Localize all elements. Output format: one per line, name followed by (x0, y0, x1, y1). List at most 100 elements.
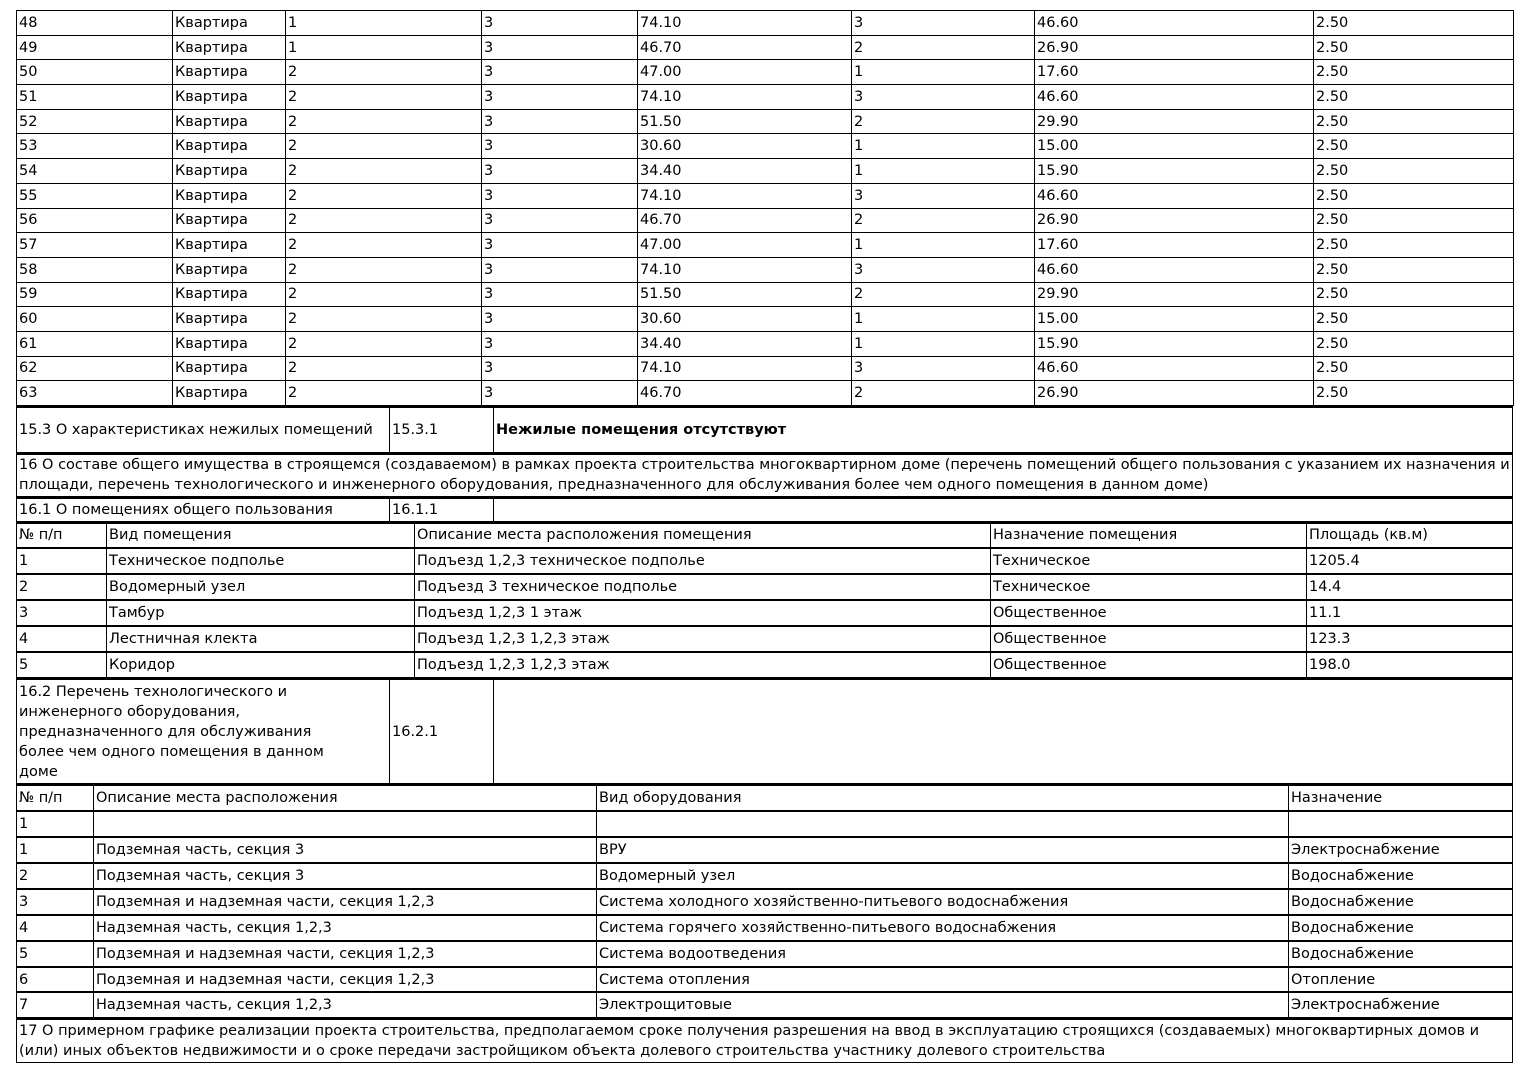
cell: 3 (481, 281, 638, 308)
cell: 1 (851, 330, 1035, 357)
cell: 1 (851, 232, 1035, 258)
cell: 46.70 (637, 34, 852, 61)
cell: 5 (16, 650, 107, 678)
cell: 3 (851, 182, 1035, 209)
cell: Водоснабжение (1288, 913, 1513, 942)
cell: 2 (16, 573, 107, 601)
room-row: 5 Коридор Подъезд 1,2,3 1,2,3 этаж Обществе… (16, 650, 1513, 678)
cell: 2.50 (1313, 330, 1514, 357)
cell: 2 (285, 108, 482, 135)
cell: 74.10 (637, 256, 852, 283)
cell: Квартира (172, 281, 286, 308)
cell: 26.90 (1034, 34, 1314, 61)
cell: 3 (851, 84, 1035, 110)
equipment-row: 1 (16, 810, 1513, 838)
cell: Подъезд 3 техническое подполье (414, 573, 991, 601)
cell: Подъезд 1,2,3 1 этаж (414, 599, 991, 627)
cell: 2 (16, 862, 94, 890)
cell: 2 (851, 108, 1035, 135)
cell: 46.60 (1034, 182, 1314, 209)
cell: Квартира (172, 34, 286, 61)
column-header: Назначение (1288, 784, 1513, 812)
section-15-3-value: Нежилые помещения отсутствуют (496, 421, 787, 438)
cell: Квартира (172, 182, 286, 209)
header-row: № п/п Описание места расположения Вид обор… (16, 784, 1513, 812)
section-16-2-code: 16.2.1 (389, 677, 494, 785)
cell: 56 (16, 207, 173, 234)
header-row: № п/п Вид помещения Описание места располо… (16, 521, 1513, 549)
cell: 74.10 (637, 355, 852, 382)
cell: 3 (481, 232, 638, 258)
section-16-1: 16.1 О помещениях общего пользования 16.… (16, 497, 1513, 522)
cell: Квартира (172, 84, 286, 110)
cell: 2 (851, 207, 1035, 234)
cell: 2.50 (1313, 281, 1514, 308)
cell: 3 (851, 355, 1035, 382)
cell: 3 (481, 84, 638, 110)
cell: 2.50 (1313, 182, 1514, 209)
cell: 3 (851, 10, 1035, 36)
cell: 2 (285, 256, 482, 283)
cell: 4 (16, 913, 94, 942)
cell: 11.1 (1306, 599, 1513, 627)
column-header: Вид оборудования (596, 784, 1289, 812)
cell: 34.40 (637, 158, 852, 184)
cell: 2 (851, 34, 1035, 61)
cell: 2 (285, 59, 482, 86)
cell: 46.70 (637, 380, 852, 406)
cell: 57 (16, 232, 173, 258)
cell: 29.90 (1034, 108, 1314, 135)
cell: 1 (16, 810, 94, 838)
cell: Надземная часть, секция 1,2,3 (93, 991, 597, 1019)
cell: 30.60 (637, 133, 852, 160)
cell: Система горячего хозяйственно-питьевого … (596, 913, 1289, 942)
cell: 15.00 (1034, 133, 1314, 160)
cell: 2 (285, 355, 482, 382)
cell: 60 (16, 306, 173, 332)
flat-row: 56 Квартира 2 3 46.70 2 26.90 2.50 (16, 207, 1514, 234)
section-16-2-label: 16.2 Перечень технологического и инженер… (16, 677, 390, 785)
cell: 51 (16, 84, 173, 110)
cell: Квартира (172, 256, 286, 283)
cell: Техническое подполье (106, 547, 415, 575)
flat-row: 60 Квартира 2 3 30.60 1 15.00 2.50 (16, 306, 1514, 332)
cell: Водомерный узел (596, 862, 1289, 890)
cell: 48 (16, 10, 173, 36)
column-header: Вид помещения (106, 521, 415, 549)
cell: 62 (16, 355, 173, 382)
cell: 3 (481, 133, 638, 160)
cell: 2 (851, 281, 1035, 308)
cell: Техническое (990, 547, 1307, 575)
room-row: 1 Техническое подполье Подъезд 1,2,3 техни… (16, 547, 1513, 575)
cell: Подъезд 1,2,3 1,2,3 этаж (414, 650, 991, 678)
cell: Подземная часть, секция 3 (93, 862, 597, 890)
section-16-2: 16.2 Перечень технологического и инженер… (16, 677, 1513, 785)
cell: 2 (285, 207, 482, 234)
cell: Подъезд 1,2,3 техническое подполье (414, 547, 991, 575)
cell: 74.10 (637, 182, 852, 209)
flat-row: 54 Квартира 2 3 34.40 1 15.90 2.50 (16, 158, 1514, 184)
cell: 198.0 (1306, 650, 1513, 678)
cell: 2 (285, 281, 482, 308)
cell: 2.50 (1313, 10, 1514, 36)
section-17: 17 О примерном графике реализации проект… (16, 1018, 1513, 1063)
flat-row: 63 Квартира 2 3 46.70 2 26.90 2.50 (16, 380, 1514, 406)
cell: Подземная и надземная части, секция 1,2,… (93, 965, 597, 993)
equipment-row: 3 Подземная и надземная части, секция 1,2… (16, 887, 1513, 916)
cell: Подземная и надземная части, секция 1,2,… (93, 939, 597, 968)
flat-row: 62 Квартира 2 3 74.10 3 46.60 2.50 (16, 355, 1514, 382)
cell: Квартира (172, 380, 286, 406)
cell: 1 (851, 133, 1035, 160)
equipment-row: 5 Подземная и надземная части, секция 1,2… (16, 939, 1513, 968)
cell: 2.50 (1313, 355, 1514, 382)
cell: 1 (851, 158, 1035, 184)
cell: ВРУ (596, 836, 1289, 864)
document: 48 Квартира 1 3 74.10 3 46.60 2.50 49 Квартира 1 3 4… (16, 10, 1514, 1063)
cell: 3 (481, 108, 638, 135)
cell: 2 (285, 306, 482, 332)
flat-row: 49 Квартира 1 3 46.70 2 26.90 2.50 (16, 34, 1514, 61)
cell: 51.50 (637, 281, 852, 308)
cell: 58 (16, 256, 173, 283)
cell: Электроснабжение (1288, 836, 1513, 864)
cell: Квартира (172, 232, 286, 258)
